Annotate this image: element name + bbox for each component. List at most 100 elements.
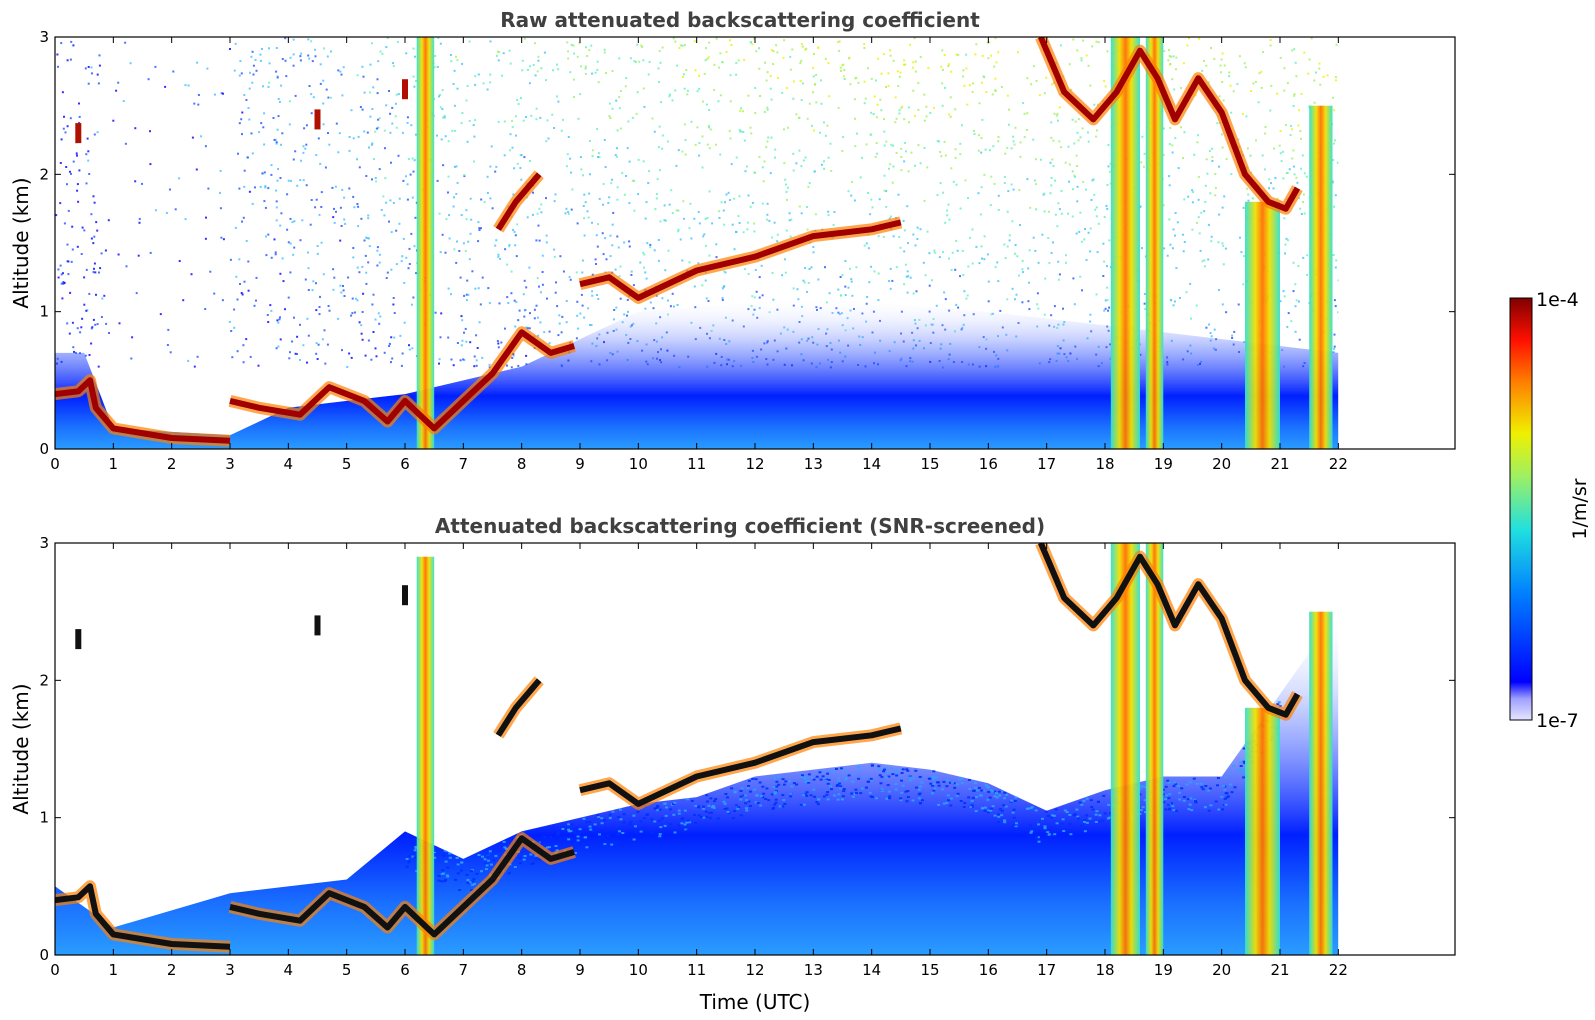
noise-pixel: [587, 216, 590, 219]
noise-pixel: [1207, 258, 1210, 261]
noise-pixel: [952, 180, 955, 183]
noise-pixel: [654, 208, 657, 211]
noise-pixel: [286, 228, 289, 231]
speckle-pixel: [818, 771, 822, 774]
noise-pixel: [341, 349, 343, 352]
noise-pixel: [997, 194, 1000, 197]
noise-pixel: [790, 218, 793, 221]
noise-pixel: [800, 99, 803, 102]
noise-pixel: [611, 70, 614, 72]
x-tick-label: 2: [167, 961, 177, 979]
layer-core: [55, 883, 231, 950]
noise-pixel: [591, 273, 594, 276]
noise-pixel: [997, 280, 1000, 283]
noise-pixel: [570, 43, 573, 46]
noise-pixel: [81, 226, 84, 229]
noise-pixel: [388, 220, 390, 223]
noise-pixel: [755, 50, 758, 53]
speckle-pixel: [1243, 762, 1247, 765]
x-tick-label: 5: [342, 455, 352, 473]
noise-pixel: [504, 248, 507, 251]
noise-pixel: [1333, 109, 1336, 112]
speckle-pixel: [712, 806, 716, 809]
noise-pixel: [792, 152, 795, 155]
speckle-pixel: [1172, 809, 1176, 812]
noise-pixel: [1108, 170, 1111, 173]
noise-pixel: [608, 196, 611, 199]
noise-pixel: [1287, 239, 1289, 242]
noise-pixel: [808, 102, 811, 105]
backscatter-layers: [55, 37, 1303, 447]
noise-pixel: [447, 140, 450, 143]
noise-pixel: [576, 300, 579, 303]
noise-pixel: [674, 89, 677, 92]
speckle-pixel: [576, 839, 580, 842]
noise-pixel: [452, 205, 455, 208]
noise-pixel: [981, 54, 984, 57]
noise-pixel: [331, 186, 334, 189]
noise-pixel: [361, 338, 364, 341]
noise-pixel: [772, 50, 775, 53]
noise-pixel: [1014, 244, 1017, 246]
noise-pixel: [135, 292, 138, 295]
layer-core: [229, 329, 576, 432]
noise-pixel: [1080, 57, 1083, 60]
noise-pixel: [69, 117, 72, 120]
speckle-pixel: [817, 798, 821, 801]
noise-pixel: [617, 246, 620, 249]
noise-pixel: [1023, 136, 1026, 138]
noise-pixel: [70, 40, 73, 43]
noise-pixel: [307, 289, 310, 291]
noise-pixel: [1062, 307, 1064, 310]
noise-pixel: [877, 235, 880, 238]
panel-raw-title: Raw attenuated backscattering coefficien…: [500, 8, 980, 32]
noise-pixel: [407, 158, 410, 160]
speckle-pixel: [775, 780, 779, 783]
speckle-pixel: [845, 776, 848, 779]
noise-pixel: [315, 309, 318, 312]
noise-pixel: [735, 230, 737, 233]
noise-pixel: [376, 249, 379, 252]
noise-pixel: [738, 222, 741, 224]
noise-pixel: [85, 268, 88, 271]
noise-pixel: [1181, 233, 1184, 236]
speckle-pixel: [502, 840, 506, 843]
noise-pixel: [545, 140, 548, 143]
noise-pixel: [747, 194, 750, 197]
noise-pixel: [512, 228, 514, 231]
noise-pixel: [169, 351, 172, 354]
noise-pixel: [787, 126, 789, 129]
noise-pixel: [1011, 220, 1014, 223]
x-tick-label: 19: [1154, 961, 1173, 979]
speckle-pixel: [1009, 800, 1013, 803]
noise-pixel: [839, 294, 842, 297]
noise-pixel: [684, 153, 687, 156]
noise-pixel: [1057, 278, 1060, 281]
noise-pixel: [616, 147, 618, 150]
noise-pixel: [769, 75, 772, 77]
speckle-pixel: [593, 823, 597, 826]
speckle-pixel: [747, 800, 751, 803]
noise-pixel: [434, 55, 437, 57]
noise-pixel: [808, 268, 811, 270]
noise-pixel: [702, 100, 704, 103]
noise-pixel: [625, 175, 627, 177]
speckle-pixel: [945, 779, 949, 782]
noise-pixel: [475, 359, 478, 362]
noise-pixel: [310, 93, 313, 96]
cloud-patch: [402, 585, 408, 606]
speckle-pixel: [1003, 797, 1006, 800]
noise-pixel: [737, 215, 740, 218]
speckle-pixel: [660, 817, 664, 820]
noise-pixel: [343, 295, 346, 297]
speckle-pixel: [702, 827, 706, 830]
noise-pixel: [266, 314, 269, 316]
noise-pixel: [1032, 138, 1035, 141]
noise-pixel: [535, 304, 538, 307]
speckle-pixel: [639, 820, 643, 823]
noise-pixel: [1043, 92, 1046, 95]
noise-pixel: [627, 120, 630, 123]
noise-pixel: [963, 84, 966, 87]
speckle-pixel: [642, 817, 646, 820]
noise-pixel: [628, 202, 631, 205]
